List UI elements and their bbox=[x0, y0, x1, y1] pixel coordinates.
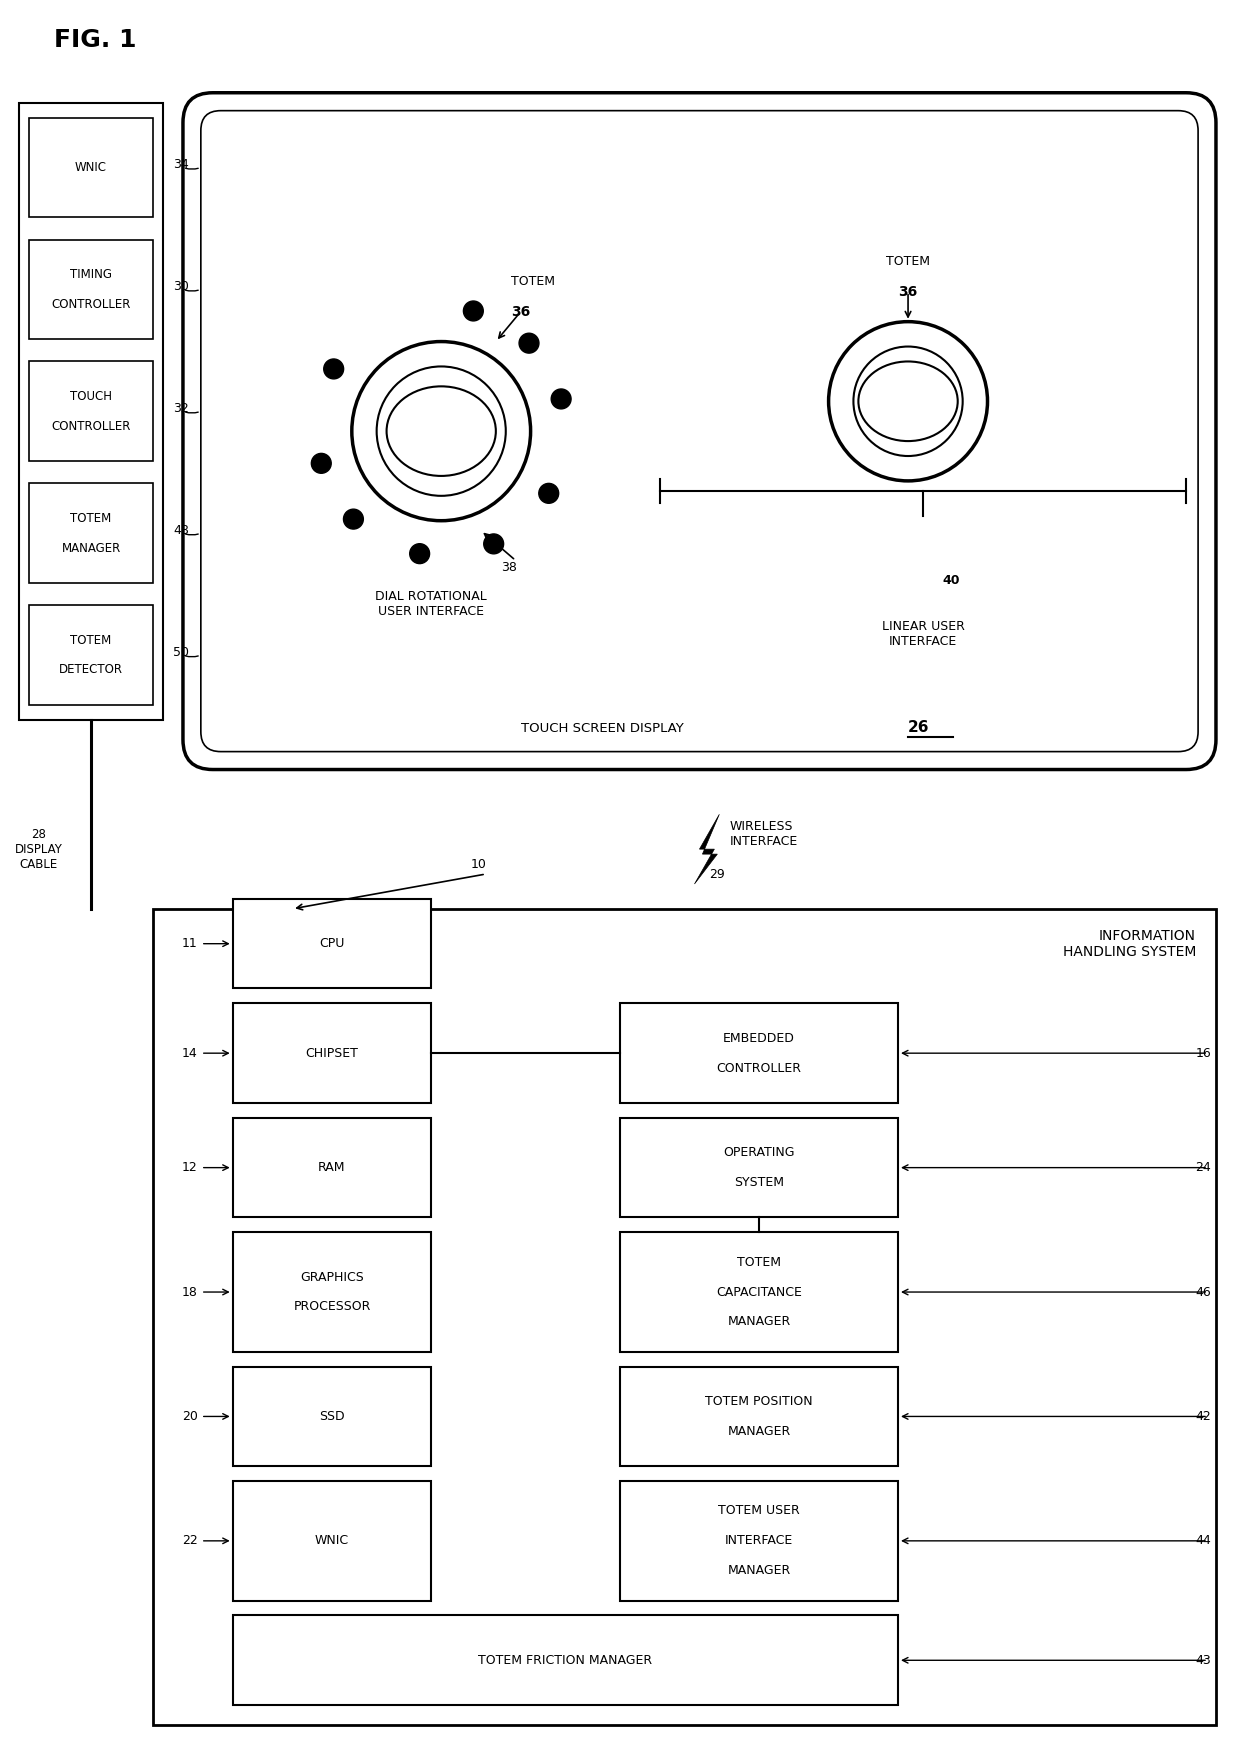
Circle shape bbox=[484, 535, 503, 554]
Bar bbox=[620, 1233, 898, 1351]
Text: 40: 40 bbox=[942, 573, 960, 588]
Text: 48: 48 bbox=[174, 524, 188, 536]
Text: 11: 11 bbox=[182, 938, 198, 950]
Bar bbox=[29, 605, 154, 705]
Circle shape bbox=[343, 508, 363, 529]
Text: 34: 34 bbox=[174, 158, 188, 171]
Text: TOTEM USER: TOTEM USER bbox=[718, 1504, 800, 1518]
Bar bbox=[620, 1003, 898, 1103]
Circle shape bbox=[552, 389, 572, 408]
Text: TOTEM: TOTEM bbox=[511, 276, 554, 288]
Text: 38: 38 bbox=[501, 561, 517, 573]
Text: TOTEM: TOTEM bbox=[887, 255, 930, 269]
FancyBboxPatch shape bbox=[201, 111, 1198, 751]
Text: 29: 29 bbox=[709, 867, 725, 881]
Text: LINEAR USER
INTERFACE: LINEAR USER INTERFACE bbox=[882, 621, 965, 649]
Circle shape bbox=[520, 332, 539, 354]
Text: TIMING: TIMING bbox=[71, 267, 112, 281]
Bar bbox=[29, 361, 154, 461]
Bar bbox=[620, 1367, 898, 1467]
Text: 44: 44 bbox=[1195, 1534, 1211, 1548]
Text: 28
DISPLAY
CABLE: 28 DISPLAY CABLE bbox=[15, 828, 63, 871]
Text: CONTROLLER: CONTROLLER bbox=[51, 420, 130, 433]
Bar bbox=[233, 1367, 432, 1467]
Text: MANAGER: MANAGER bbox=[728, 1564, 791, 1578]
Bar bbox=[620, 1481, 898, 1601]
Text: DETECTOR: DETECTOR bbox=[60, 663, 123, 677]
Text: 20: 20 bbox=[182, 1411, 198, 1423]
Bar bbox=[620, 1119, 898, 1217]
Text: CAPACITANCE: CAPACITANCE bbox=[717, 1286, 802, 1298]
Bar bbox=[29, 239, 154, 339]
Circle shape bbox=[539, 484, 559, 503]
Polygon shape bbox=[694, 814, 719, 885]
Text: 22: 22 bbox=[182, 1534, 198, 1548]
Bar bbox=[233, 899, 432, 989]
Text: 10: 10 bbox=[471, 858, 487, 871]
FancyBboxPatch shape bbox=[184, 93, 1216, 769]
Text: WNIC: WNIC bbox=[315, 1534, 348, 1548]
Text: TOTEM POSITION: TOTEM POSITION bbox=[706, 1395, 813, 1407]
Text: TOUCH: TOUCH bbox=[71, 390, 112, 403]
Bar bbox=[233, 1003, 432, 1103]
Circle shape bbox=[324, 359, 343, 378]
Text: SSD: SSD bbox=[319, 1411, 345, 1423]
Text: DIAL ROTATIONAL
USER INTERFACE: DIAL ROTATIONAL USER INTERFACE bbox=[376, 591, 487, 619]
Text: WIRELESS
INTERFACE: WIRELESS INTERFACE bbox=[729, 820, 797, 848]
Text: TOTEM FRICTION MANAGER: TOTEM FRICTION MANAGER bbox=[479, 1653, 652, 1668]
Text: 32: 32 bbox=[174, 401, 188, 415]
Text: INFORMATION
HANDLING SYSTEM: INFORMATION HANDLING SYSTEM bbox=[1063, 929, 1197, 959]
Bar bbox=[29, 484, 154, 582]
Bar bbox=[233, 1119, 432, 1217]
Text: 30: 30 bbox=[174, 280, 188, 292]
Bar bbox=[19, 102, 164, 719]
Text: CONTROLLER: CONTROLLER bbox=[51, 297, 130, 311]
Text: TOTEM: TOTEM bbox=[71, 512, 112, 524]
Text: 18: 18 bbox=[182, 1286, 198, 1298]
Text: MANAGER: MANAGER bbox=[728, 1425, 791, 1437]
Bar bbox=[154, 909, 1216, 1726]
Text: GRAPHICS: GRAPHICS bbox=[300, 1270, 363, 1284]
Text: INTERFACE: INTERFACE bbox=[725, 1534, 794, 1548]
Circle shape bbox=[464, 301, 484, 320]
Text: EMBEDDED: EMBEDDED bbox=[723, 1033, 795, 1045]
Text: TOTEM: TOTEM bbox=[737, 1256, 781, 1268]
Text: FIG. 1: FIG. 1 bbox=[53, 28, 136, 53]
Text: 42: 42 bbox=[1195, 1411, 1211, 1423]
Bar bbox=[29, 118, 154, 216]
Text: TOUCH SCREEN DISPLAY: TOUCH SCREEN DISPLAY bbox=[521, 721, 683, 735]
Text: 43: 43 bbox=[1195, 1653, 1211, 1668]
Text: RAM: RAM bbox=[319, 1161, 346, 1173]
Circle shape bbox=[311, 454, 331, 473]
Bar bbox=[233, 1233, 432, 1351]
Text: 14: 14 bbox=[182, 1047, 198, 1059]
Text: 36: 36 bbox=[511, 304, 529, 318]
Text: CPU: CPU bbox=[319, 938, 345, 950]
Text: 24: 24 bbox=[1195, 1161, 1211, 1173]
Text: WNIC: WNIC bbox=[76, 160, 107, 174]
Text: TOTEM: TOTEM bbox=[71, 633, 112, 647]
Text: PROCESSOR: PROCESSOR bbox=[294, 1300, 371, 1314]
Text: 36: 36 bbox=[899, 285, 918, 299]
Text: OPERATING: OPERATING bbox=[723, 1147, 795, 1159]
Text: SYSTEM: SYSTEM bbox=[734, 1177, 784, 1189]
Text: MANAGER: MANAGER bbox=[728, 1316, 791, 1328]
Circle shape bbox=[409, 544, 429, 563]
Text: 16: 16 bbox=[1195, 1047, 1211, 1059]
Text: MANAGER: MANAGER bbox=[62, 542, 120, 554]
Bar bbox=[233, 1481, 432, 1601]
Text: 12: 12 bbox=[182, 1161, 198, 1173]
Text: CHIPSET: CHIPSET bbox=[305, 1047, 358, 1059]
Text: 26: 26 bbox=[908, 719, 930, 735]
Text: 46: 46 bbox=[1195, 1286, 1211, 1298]
Text: 50: 50 bbox=[174, 646, 188, 658]
Bar bbox=[233, 1615, 898, 1704]
Text: CONTROLLER: CONTROLLER bbox=[717, 1062, 801, 1075]
